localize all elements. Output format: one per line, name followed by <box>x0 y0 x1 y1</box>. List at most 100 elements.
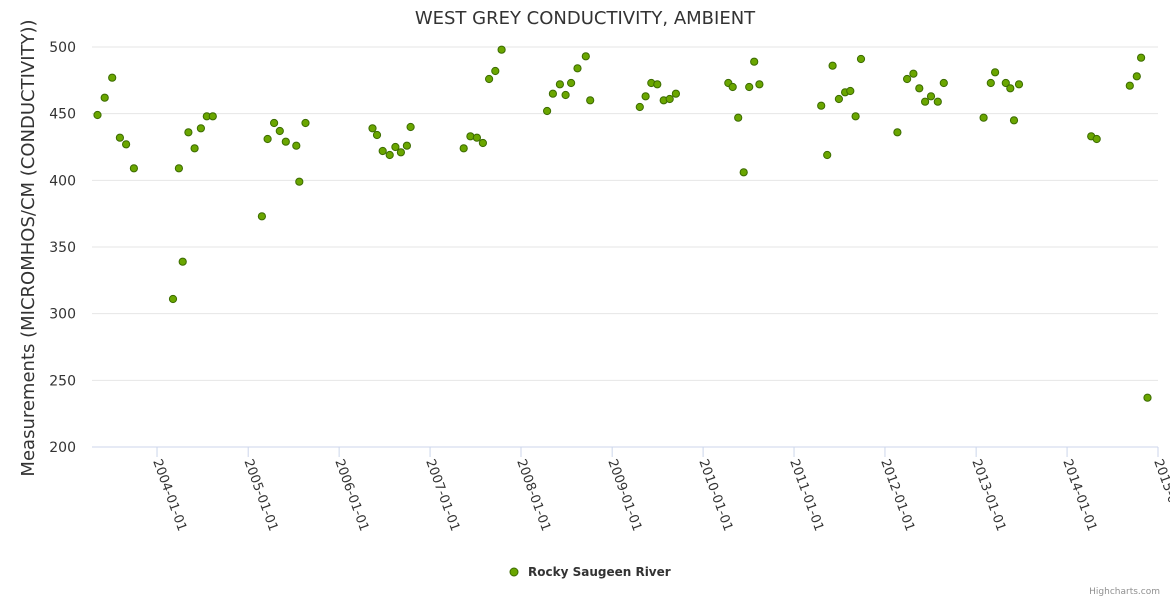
data-point[interactable] <box>466 132 475 141</box>
x-tick-label: 2007-01-01 <box>422 457 462 533</box>
data-point[interactable] <box>641 92 650 101</box>
data-point[interactable] <box>745 82 754 92</box>
data-point[interactable] <box>368 124 377 133</box>
data-point[interactable] <box>933 97 942 106</box>
data-point[interactable] <box>909 69 918 78</box>
x-axis-ticks: 2004-01-01 2005-01-01 2006-01-01 2007-01-01… <box>149 447 1170 533</box>
data-point[interactable] <box>108 73 117 82</box>
data-point[interactable] <box>1137 53 1146 62</box>
data-point[interactable] <box>497 45 506 54</box>
data-point[interactable] <box>178 257 187 266</box>
data-point[interactable] <box>567 78 576 88</box>
data-point[interactable] <box>1001 78 1010 88</box>
x-tick-label: 2010-01-01 <box>695 457 735 533</box>
data-point[interactable] <box>555 80 565 89</box>
data-point[interactable] <box>823 150 832 160</box>
x-tick-label: 2015-01-01 <box>1150 457 1170 533</box>
data-point[interactable] <box>991 68 1000 77</box>
data-point[interactable] <box>734 113 743 122</box>
data-point[interactable] <box>168 294 178 304</box>
data-point[interactable] <box>184 128 193 137</box>
data-point[interactable] <box>396 148 405 157</box>
data-point[interactable] <box>115 133 125 142</box>
data-point[interactable] <box>921 97 930 106</box>
data-point[interactable] <box>190 144 199 153</box>
data-point[interactable] <box>543 106 552 116</box>
data-point[interactable] <box>301 118 310 128</box>
data-point[interactable] <box>893 128 902 137</box>
data-point[interactable] <box>472 133 481 142</box>
data-point[interactable] <box>671 89 681 98</box>
data-point[interactable] <box>1092 134 1101 144</box>
data-point[interactable] <box>755 80 764 89</box>
data-point[interactable] <box>817 101 826 110</box>
data-point[interactable] <box>653 80 662 89</box>
data-point[interactable] <box>93 110 102 120</box>
data-point[interactable] <box>750 57 759 66</box>
grid-lines <box>92 46 1158 381</box>
data-point[interactable] <box>586 96 595 105</box>
data-point[interactable] <box>129 164 138 173</box>
data-point[interactable] <box>275 126 284 136</box>
data-point[interactable] <box>1143 393 1152 402</box>
data-point[interactable] <box>385 150 394 160</box>
data-point[interactable] <box>391 142 400 152</box>
series-rocky-saugeen-river[interactable] <box>93 45 1152 402</box>
data-point[interactable] <box>573 64 582 73</box>
data-point[interactable] <box>728 82 737 92</box>
data-point[interactable] <box>581 52 590 61</box>
data-point[interactable] <box>196 124 205 133</box>
data-point[interactable] <box>1132 72 1141 81</box>
data-point[interactable] <box>100 93 109 102</box>
data-point[interactable] <box>478 138 487 148</box>
x-tick-label: 2009-01-01 <box>604 457 644 533</box>
data-point[interactable] <box>915 84 924 93</box>
data-point[interactable] <box>208 112 217 121</box>
data-point[interactable] <box>292 141 301 150</box>
y-tick-label: 200 <box>49 440 76 456</box>
y-tick-label: 500 <box>49 40 76 56</box>
data-point[interactable] <box>257 212 266 221</box>
data-point[interactable] <box>1006 84 1015 93</box>
y-axis-ticks: 200 250 300 350 400 450 500 <box>49 40 76 456</box>
x-tick-label: 2004-01-01 <box>149 457 189 533</box>
data-point[interactable] <box>665 94 674 104</box>
credits-link[interactable]: Highcharts.com <box>1089 587 1160 597</box>
data-point[interactable] <box>1014 80 1024 89</box>
data-point[interactable] <box>926 92 936 101</box>
data-point[interactable] <box>561 90 570 100</box>
data-point[interactable] <box>979 113 988 122</box>
data-point[interactable] <box>295 177 304 186</box>
data-point[interactable] <box>406 122 415 132</box>
data-point[interactable] <box>402 141 411 150</box>
data-point[interactable] <box>281 137 290 146</box>
data-point[interactable] <box>270 118 279 128</box>
data-point[interactable] <box>263 134 272 144</box>
data-point[interactable] <box>548 89 558 98</box>
data-point[interactable] <box>739 168 748 177</box>
data-point[interactable] <box>122 140 131 149</box>
data-point[interactable] <box>485 74 494 84</box>
legend-label[interactable]: Rocky Saugeen River <box>528 565 671 579</box>
data-point[interactable] <box>851 112 860 121</box>
legend-marker[interactable] <box>509 567 519 577</box>
data-point[interactable] <box>828 61 837 70</box>
data-point[interactable] <box>834 94 844 104</box>
data-point[interactable] <box>459 144 468 153</box>
data-point[interactable] <box>903 74 912 84</box>
data-point[interactable] <box>1125 81 1134 90</box>
data-point[interactable] <box>986 78 995 88</box>
y-tick-label: 350 <box>49 240 76 256</box>
data-point[interactable] <box>378 146 387 156</box>
data-point[interactable] <box>635 102 644 112</box>
data-point[interactable] <box>372 130 382 140</box>
y-axis-label: Measurements (MICROMHOS/CM (CONDUCTIVITY… <box>18 19 39 476</box>
data-point[interactable] <box>846 86 855 96</box>
data-point[interactable] <box>1009 116 1019 125</box>
data-point[interactable] <box>856 54 866 64</box>
legend[interactable]: Rocky Saugeen River <box>509 565 671 579</box>
data-point[interactable] <box>939 78 948 88</box>
data-point[interactable] <box>491 66 500 76</box>
data-point[interactable] <box>174 164 183 173</box>
x-tick-label: 2008-01-01 <box>513 457 553 533</box>
